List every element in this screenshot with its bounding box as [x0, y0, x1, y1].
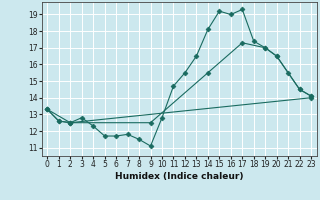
X-axis label: Humidex (Indice chaleur): Humidex (Indice chaleur): [115, 172, 244, 181]
